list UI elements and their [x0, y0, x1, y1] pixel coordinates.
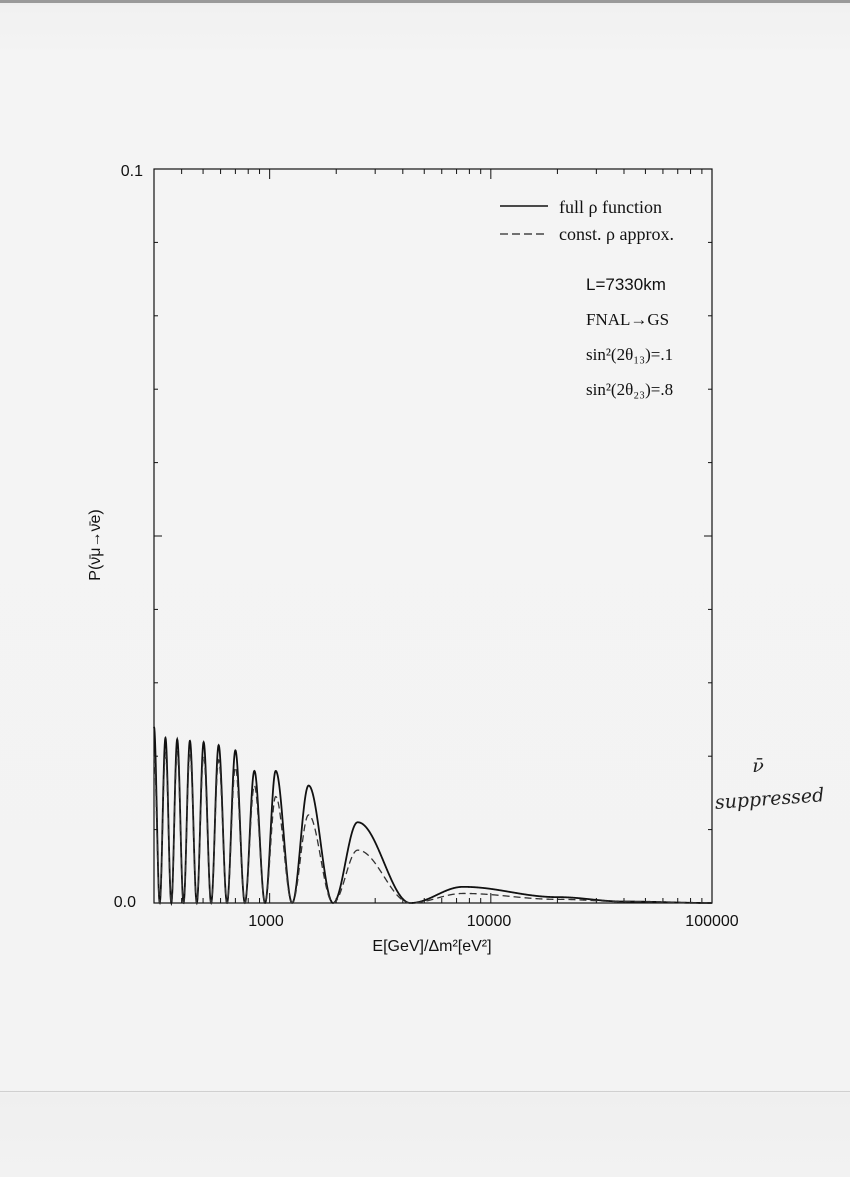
y-tick-label-top: 0.1 — [121, 163, 143, 180]
series-full-rho-line — [153, 726, 712, 907]
legend-label-const: const. ρ approx. — [559, 224, 674, 244]
annotation-beam: FNAL→GS — [586, 310, 669, 329]
y-axis-label: P(ν̄μ→ν̄e) — [87, 509, 104, 580]
handwritten-note: suppressed — [714, 784, 825, 814]
x-axis-label: E[GeV]/Δm²[eV²] — [372, 938, 491, 955]
page-fold-line — [0, 1091, 850, 1092]
legend-label-full: full ρ function — [559, 197, 662, 217]
page-top-edge — [0, 0, 850, 3]
y-tick-label-bottom: 0.0 — [114, 894, 136, 911]
x-tick-label-100000: 100000 — [685, 913, 738, 930]
x-tick-label-10000: 10000 — [467, 913, 512, 930]
legend: full ρ function const. ρ approx. — [500, 197, 674, 244]
data-curves — [153, 726, 712, 907]
annotation-sin23: sin²(2θ₂₃)=.8 — [586, 380, 673, 399]
axis-ticks — [153, 168, 713, 904]
x-tick-label-1000: 1000 — [248, 913, 284, 930]
handwritten-symbol: ν̄ — [752, 755, 764, 777]
annotation-sin13: sin²(2θ₁₃)=.1 — [586, 345, 673, 364]
series-const-rho-line — [153, 750, 712, 906]
annotation-baseline: L=7330km — [586, 275, 666, 294]
